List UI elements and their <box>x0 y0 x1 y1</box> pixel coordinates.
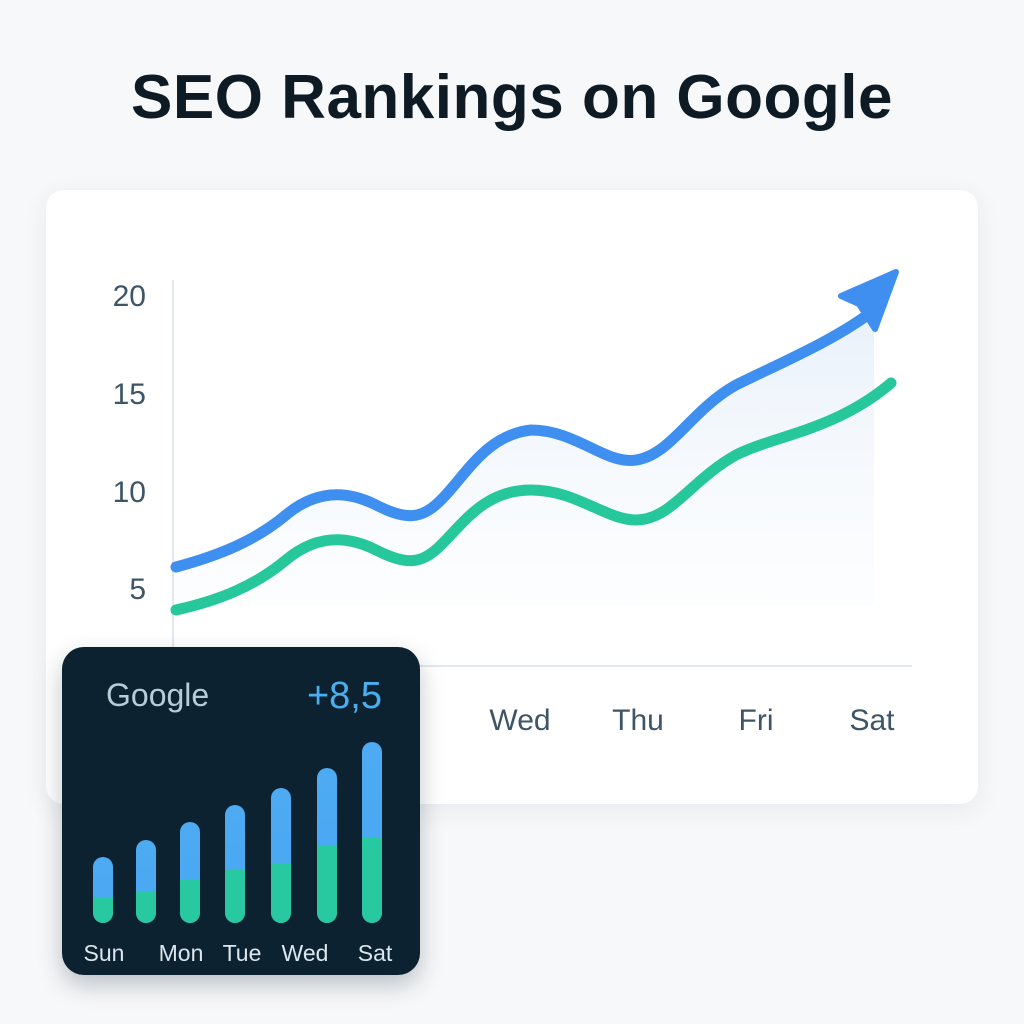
mini-day-label: Tue <box>222 940 262 966</box>
area-fill <box>176 310 874 605</box>
mini-card-delta: +8,5 <box>306 675 382 717</box>
mini-card-label: Google <box>106 677 210 713</box>
arrow-head-icon <box>838 269 899 332</box>
mini-day-label: Mon <box>158 940 204 966</box>
blue-series-line <box>170 304 880 573</box>
mini-day-label: Wed <box>281 940 329 966</box>
mini-bar <box>136 840 156 923</box>
y-tick: 15 <box>112 378 146 411</box>
mini-bar <box>317 768 337 923</box>
mini-bar <box>180 822 200 923</box>
mini-day-label: Sun <box>83 940 125 966</box>
y-tick: 20 <box>112 280 146 313</box>
y-tick: 5 <box>129 573 146 606</box>
y-tick: 10 <box>112 476 146 509</box>
mini-bar <box>362 742 382 923</box>
mini-day-label: Sat <box>357 940 393 966</box>
mini-bar <box>271 788 291 923</box>
mini-bar <box>93 857 113 923</box>
x-tick: Wed <box>489 704 551 737</box>
green-series-line <box>170 377 897 616</box>
page-title: SEO Rankings on Google <box>131 63 893 132</box>
mini-bar <box>225 805 245 923</box>
google-summary-card: Google +8,5 Sun Mon Tue Wed Sat <box>62 647 420 975</box>
x-tick: Sat <box>849 704 895 737</box>
x-tick: Thu <box>612 704 664 737</box>
x-tick: Fri <box>738 704 774 737</box>
